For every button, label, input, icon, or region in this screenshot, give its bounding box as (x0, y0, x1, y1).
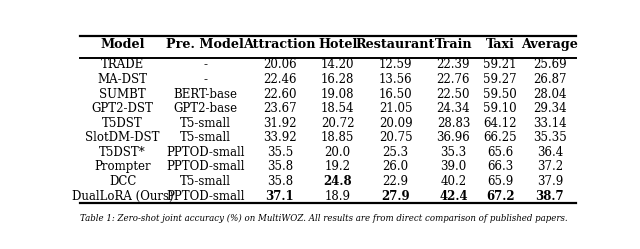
Text: 22.9: 22.9 (383, 175, 408, 188)
Text: 42.4: 42.4 (439, 189, 468, 203)
Text: 40.2: 40.2 (440, 175, 467, 188)
Text: Average: Average (522, 38, 579, 51)
Text: T5-small: T5-small (180, 117, 231, 130)
Text: Attraction: Attraction (244, 38, 316, 51)
Text: Taxi: Taxi (486, 38, 515, 51)
Text: -: - (204, 59, 207, 71)
Text: BERT-base: BERT-base (173, 88, 237, 101)
Text: GPT2-base: GPT2-base (173, 102, 237, 115)
Text: 35.8: 35.8 (267, 160, 293, 174)
Text: T5DST: T5DST (102, 117, 143, 130)
Text: 33.92: 33.92 (263, 131, 296, 144)
Text: Hotel: Hotel (318, 38, 357, 51)
Text: 27.9: 27.9 (381, 189, 410, 203)
Text: 65.6: 65.6 (487, 146, 513, 159)
Text: 18.85: 18.85 (321, 131, 355, 144)
Text: MA-DST: MA-DST (98, 73, 148, 86)
Text: 66.25: 66.25 (483, 131, 517, 144)
Text: Table 1: Zero-shot joint accuracy (%) on MultiWOZ. All results are from direct c: Table 1: Zero-shot joint accuracy (%) on… (80, 214, 568, 223)
Text: 16.50: 16.50 (379, 88, 412, 101)
Text: PPTOD-small: PPTOD-small (166, 146, 244, 159)
Text: 28.83: 28.83 (436, 117, 470, 130)
Text: TRADE: TRADE (101, 59, 145, 71)
Text: SUMBT: SUMBT (99, 88, 146, 101)
Text: 25.69: 25.69 (533, 59, 566, 71)
Text: 22.60: 22.60 (263, 88, 296, 101)
Text: 13.56: 13.56 (379, 73, 412, 86)
Text: 19.2: 19.2 (324, 160, 351, 174)
Text: 35.3: 35.3 (440, 146, 467, 159)
Text: 37.1: 37.1 (266, 189, 294, 203)
Text: 59.50: 59.50 (483, 88, 517, 101)
Text: Prompter: Prompter (94, 160, 151, 174)
Text: 64.12: 64.12 (483, 117, 517, 130)
Text: PPTOD-small: PPTOD-small (166, 189, 244, 203)
Text: 20.72: 20.72 (321, 117, 355, 130)
Text: T5DST*: T5DST* (99, 146, 146, 159)
Text: 29.34: 29.34 (533, 102, 566, 115)
Text: 31.92: 31.92 (263, 117, 296, 130)
Text: T5-small: T5-small (180, 175, 231, 188)
Text: 24.8: 24.8 (323, 175, 352, 188)
Text: Train: Train (435, 38, 472, 51)
Text: 16.28: 16.28 (321, 73, 355, 86)
Text: Restaurant: Restaurant (356, 38, 435, 51)
Text: 22.46: 22.46 (263, 73, 296, 86)
Text: SlotDM-DST: SlotDM-DST (86, 131, 160, 144)
Text: 36.96: 36.96 (436, 131, 470, 144)
Text: 18.54: 18.54 (321, 102, 355, 115)
Text: 25.3: 25.3 (383, 146, 408, 159)
Text: Model: Model (100, 38, 145, 51)
Text: 35.8: 35.8 (267, 175, 293, 188)
Text: 38.7: 38.7 (536, 189, 564, 203)
Text: 35.35: 35.35 (533, 131, 566, 144)
Text: 22.39: 22.39 (436, 59, 470, 71)
Text: 20.09: 20.09 (379, 117, 412, 130)
Text: 26.0: 26.0 (383, 160, 408, 174)
Text: DCC: DCC (109, 175, 136, 188)
Text: 18.9: 18.9 (324, 189, 351, 203)
Text: 20.06: 20.06 (263, 59, 296, 71)
Text: 14.20: 14.20 (321, 59, 355, 71)
Text: 66.3: 66.3 (487, 160, 513, 174)
Text: 65.9: 65.9 (487, 175, 513, 188)
Text: 26.87: 26.87 (533, 73, 566, 86)
Text: DualLoRA (Ours): DualLoRA (Ours) (72, 189, 173, 203)
Text: 20.0: 20.0 (324, 146, 351, 159)
Text: 22.50: 22.50 (436, 88, 470, 101)
Text: 12.59: 12.59 (379, 59, 412, 71)
Text: 36.4: 36.4 (537, 146, 563, 159)
Text: 59.21: 59.21 (483, 59, 517, 71)
Text: Pre. Model: Pre. Model (166, 38, 244, 51)
Text: 37.2: 37.2 (537, 160, 563, 174)
Text: PPTOD-small: PPTOD-small (166, 160, 244, 174)
Text: 28.04: 28.04 (533, 88, 566, 101)
Text: -: - (204, 73, 207, 86)
Text: 37.9: 37.9 (537, 175, 563, 188)
Text: 35.5: 35.5 (267, 146, 293, 159)
Text: T5-small: T5-small (180, 131, 231, 144)
Text: 22.76: 22.76 (436, 73, 470, 86)
Text: 59.27: 59.27 (483, 73, 517, 86)
Text: 33.14: 33.14 (533, 117, 566, 130)
Text: 23.67: 23.67 (263, 102, 296, 115)
Text: 67.2: 67.2 (486, 189, 515, 203)
Text: GPT2-DST: GPT2-DST (92, 102, 154, 115)
Text: 19.08: 19.08 (321, 88, 355, 101)
Text: 21.05: 21.05 (379, 102, 412, 115)
Text: 59.10: 59.10 (483, 102, 517, 115)
Text: 24.34: 24.34 (436, 102, 470, 115)
Text: 20.75: 20.75 (379, 131, 412, 144)
Text: 39.0: 39.0 (440, 160, 467, 174)
